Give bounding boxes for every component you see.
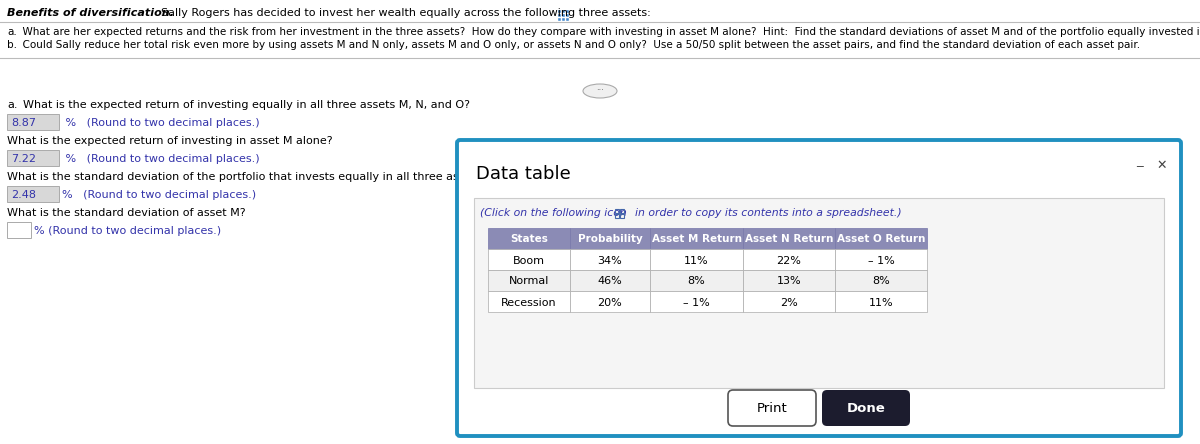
Text: (Click on the following icon: (Click on the following icon bbox=[480, 208, 626, 218]
Text: Print: Print bbox=[757, 403, 787, 416]
Text: Asset N Return: Asset N Return bbox=[745, 234, 833, 245]
Bar bbox=[620, 209, 624, 213]
Text: 46%: 46% bbox=[598, 277, 623, 286]
FancyBboxPatch shape bbox=[822, 390, 910, 426]
Bar bbox=[562, 10, 565, 13]
Bar bbox=[566, 10, 569, 13]
Bar bbox=[835, 291, 928, 312]
Bar bbox=[570, 291, 650, 312]
Text: What are her expected returns and the risk from her investment in the three asse: What are her expected returns and the ri… bbox=[16, 27, 1200, 37]
Text: Asset O Return: Asset O Return bbox=[836, 234, 925, 245]
Text: 11%: 11% bbox=[869, 297, 893, 308]
Text: ···: ··· bbox=[596, 87, 604, 95]
Bar bbox=[743, 291, 835, 312]
Text: Normal: Normal bbox=[509, 277, 550, 286]
Bar bbox=[562, 14, 565, 17]
Text: 7.22: 7.22 bbox=[11, 154, 36, 164]
Text: in order to copy its contents into a spreadsheet.): in order to copy its contents into a spr… bbox=[628, 208, 901, 218]
Text: b.: b. bbox=[7, 40, 17, 50]
Text: What is the expected return of investing equally in all three assets M, N, and O: What is the expected return of investing… bbox=[16, 100, 470, 110]
Bar bbox=[835, 249, 928, 270]
Bar bbox=[650, 249, 743, 270]
Text: Asset M Return: Asset M Return bbox=[652, 234, 742, 245]
Text: Benefits of diversification.: Benefits of diversification. bbox=[7, 8, 174, 18]
Text: 2%: 2% bbox=[780, 297, 798, 308]
Bar bbox=[558, 10, 562, 13]
Text: ─: ─ bbox=[1136, 161, 1142, 171]
Bar bbox=[7, 186, 59, 202]
Bar bbox=[743, 228, 835, 249]
Bar bbox=[650, 291, 743, 312]
Text: Done: Done bbox=[847, 403, 886, 416]
Text: 8.87: 8.87 bbox=[11, 118, 36, 128]
Text: Data table: Data table bbox=[476, 165, 571, 183]
Text: a.: a. bbox=[7, 100, 18, 110]
Text: 34%: 34% bbox=[598, 255, 623, 266]
Text: 22%: 22% bbox=[776, 255, 802, 266]
Text: – 1%: – 1% bbox=[683, 297, 710, 308]
Bar bbox=[835, 228, 928, 249]
Bar bbox=[566, 14, 569, 17]
Text: What is the standard deviation of the portfolio that invests equally in all thre: What is the standard deviation of the po… bbox=[7, 172, 514, 182]
Bar bbox=[562, 18, 565, 21]
Text: %   (Round to two decimal places.): % (Round to two decimal places.) bbox=[62, 154, 259, 164]
Bar bbox=[488, 249, 570, 270]
Text: 13%: 13% bbox=[776, 277, 802, 286]
Bar bbox=[616, 209, 619, 213]
Text: – 1%: – 1% bbox=[868, 255, 894, 266]
Text: Sally Rogers has decided to invest her wealth equally across the following three: Sally Rogers has decided to invest her w… bbox=[154, 8, 650, 18]
Bar bbox=[474, 198, 1164, 388]
Text: 20%: 20% bbox=[598, 297, 623, 308]
Bar bbox=[488, 270, 570, 291]
FancyBboxPatch shape bbox=[728, 390, 816, 426]
Text: 8%: 8% bbox=[872, 277, 890, 286]
Bar bbox=[570, 249, 650, 270]
Text: Probability: Probability bbox=[577, 234, 642, 245]
Text: Boom: Boom bbox=[514, 255, 545, 266]
Text: 8%: 8% bbox=[688, 277, 706, 286]
Text: 2.48: 2.48 bbox=[11, 190, 36, 200]
Text: What is the expected return of investing in asset M alone?: What is the expected return of investing… bbox=[7, 136, 332, 146]
Text: a.: a. bbox=[7, 27, 17, 37]
Text: What is the standard deviation of asset M?: What is the standard deviation of asset … bbox=[7, 208, 246, 218]
Bar bbox=[558, 14, 562, 17]
Bar bbox=[7, 150, 59, 166]
Text: Could Sally reduce her total risk even more by using assets M and N only, assets: Could Sally reduce her total risk even m… bbox=[16, 40, 1140, 50]
Text: % (Round to two decimal places.): % (Round to two decimal places.) bbox=[34, 226, 221, 236]
Ellipse shape bbox=[583, 84, 617, 98]
Bar bbox=[616, 214, 619, 218]
Bar bbox=[650, 228, 743, 249]
Bar bbox=[558, 18, 562, 21]
Text: States: States bbox=[510, 234, 548, 245]
Bar bbox=[743, 249, 835, 270]
Bar bbox=[488, 291, 570, 312]
FancyBboxPatch shape bbox=[457, 140, 1181, 436]
Bar bbox=[650, 270, 743, 291]
Bar bbox=[7, 114, 59, 130]
Bar bbox=[488, 228, 570, 249]
Text: %   (Round to two decimal places.): % (Round to two decimal places.) bbox=[62, 118, 259, 128]
Bar bbox=[566, 18, 569, 21]
Text: 11%: 11% bbox=[684, 255, 709, 266]
Bar bbox=[835, 270, 928, 291]
Bar bbox=[570, 228, 650, 249]
Text: %   (Round to two decimal places.): % (Round to two decimal places.) bbox=[62, 190, 256, 200]
Bar bbox=[620, 214, 624, 218]
Text: Recession: Recession bbox=[502, 297, 557, 308]
Text: ✕: ✕ bbox=[1156, 159, 1166, 172]
Bar bbox=[570, 270, 650, 291]
Bar bbox=[7, 222, 31, 238]
Bar bbox=[743, 270, 835, 291]
